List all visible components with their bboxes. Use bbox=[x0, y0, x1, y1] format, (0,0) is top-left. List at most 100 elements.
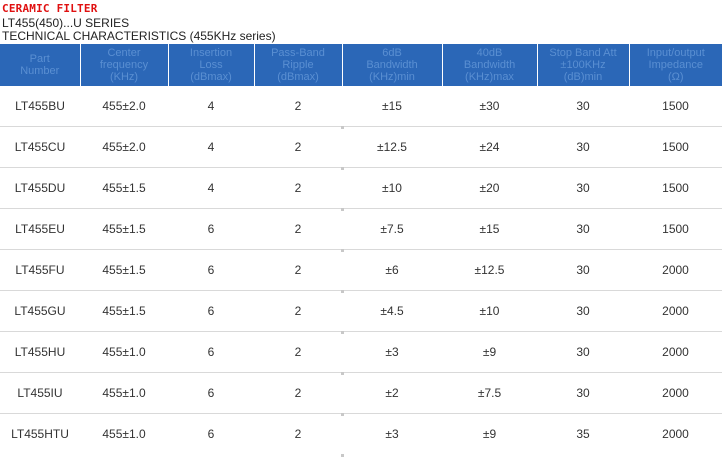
table-cell: 455±1.5 bbox=[80, 208, 168, 250]
table-row: LT455HU 455±1.0 6 2 ±3 ±9 30 2000 bbox=[0, 331, 722, 375]
column-header-line2: Bandwidth bbox=[463, 59, 516, 71]
column-header-line3: (KHz) bbox=[109, 71, 139, 83]
table-cell: 2 bbox=[294, 427, 302, 441]
table-cell: ±30 bbox=[442, 86, 537, 127]
table-cell: ±15 bbox=[442, 208, 537, 250]
column-header-line1: Part bbox=[29, 53, 50, 65]
table-cell: ±15 bbox=[341, 86, 442, 129]
column-header-line1: 6dB bbox=[382, 47, 402, 59]
table-row: LT455BU 455±2.0 4 2 ±15 ±30 30 1500 bbox=[0, 86, 722, 129]
table-cell: 6 bbox=[207, 427, 215, 441]
table-cell: 455±1.5 bbox=[80, 167, 168, 209]
table-cell: 1500 bbox=[629, 86, 722, 127]
table-cell: ±3 bbox=[341, 414, 442, 456]
column-header-line2: Bandwidth bbox=[366, 59, 418, 71]
table-cell: 4 bbox=[168, 167, 254, 209]
table-cell: 2 bbox=[254, 290, 342, 332]
table-cell: ±6 bbox=[341, 249, 442, 293]
table-cell: ±12.5 bbox=[442, 249, 537, 291]
column-header: Pass-Band Ripple (dBmax) bbox=[254, 44, 343, 86]
column-header-line2: ±100KHz bbox=[560, 59, 606, 71]
table-cell: ±4.5 bbox=[341, 290, 442, 334]
part-number-cell: LT455HTU bbox=[11, 427, 69, 441]
column-header: 40dB Bandwidth (KHz)max bbox=[442, 44, 538, 86]
column-header-line3: (dB)min bbox=[563, 71, 603, 83]
table-header: Part Number Center frequency (KHz) Insertion L… bbox=[0, 44, 722, 86]
table-cell: 1500 bbox=[629, 126, 722, 168]
column-header-line2: Loss bbox=[199, 59, 223, 71]
table-cell: ±7.5 bbox=[341, 208, 442, 252]
table-row: LT455EU 455±1.5 6 2 ±7.5 ±15 30 1500 bbox=[0, 208, 722, 252]
table-cell: 2000 bbox=[662, 427, 689, 441]
table-cell: 6 bbox=[168, 331, 254, 373]
table-cell: 2000 bbox=[629, 331, 722, 373]
table-cell: 2 bbox=[254, 249, 342, 291]
column-header-line3: (dBmax) bbox=[277, 71, 319, 83]
part-number-cell: LT455IU bbox=[0, 372, 80, 414]
column-header-line2: Number bbox=[20, 65, 60, 77]
column-header: Stop Band Att ±100KHz (dB)min bbox=[537, 44, 630, 86]
table-cell: 455±1.0 bbox=[80, 372, 168, 414]
table-cell: 30 bbox=[537, 167, 629, 209]
column-header-line1: Pass-Band bbox=[271, 47, 325, 59]
table-cell: 1500 bbox=[629, 167, 722, 209]
table-cell: 2 bbox=[254, 86, 342, 127]
brand-title: CERAMIC FILTER bbox=[2, 2, 98, 15]
table-row: LT455IU 455±1.0 6 2 ±2 ±7.5 30 2000 bbox=[0, 372, 722, 416]
table-cell: ±10 bbox=[341, 167, 442, 211]
table-cell: 6 bbox=[168, 372, 254, 414]
table-cell: 30 bbox=[537, 372, 629, 414]
table-cell: 455±1.5 bbox=[80, 249, 168, 291]
column-header-line2: Impedance bbox=[648, 59, 703, 71]
table-cell: 30 bbox=[537, 126, 629, 168]
part-number-cell: LT455BU bbox=[0, 86, 80, 127]
table-cell: 6 bbox=[168, 290, 254, 332]
column-header-line1: Insertion bbox=[189, 47, 233, 59]
table-cell: 30 bbox=[537, 249, 629, 291]
part-number-cell: LT455CU bbox=[0, 126, 80, 168]
part-number-cell: LT455FU bbox=[0, 249, 80, 291]
column-header-line3: (dBmax) bbox=[190, 71, 232, 83]
table-cell: 30 bbox=[537, 290, 629, 332]
table-cell: 30 bbox=[537, 208, 629, 250]
table-cell: ±10 bbox=[442, 290, 537, 332]
column-header: Part Number bbox=[0, 44, 81, 86]
spec-table: Part Number Center frequency (KHz) Insertion L… bbox=[0, 44, 722, 456]
table-cell: 2 bbox=[254, 372, 342, 414]
table-cell: 2000 bbox=[629, 290, 722, 332]
column-header-line1: Stop Band Att bbox=[549, 47, 617, 59]
table-cell: 455±1.0 bbox=[102, 427, 146, 441]
table-cell: 2 bbox=[254, 167, 342, 209]
table-cell: 2 bbox=[254, 208, 342, 250]
column-header-line2: Ripple bbox=[282, 59, 314, 71]
column-header: Input/output Impedance (Ω) bbox=[629, 44, 722, 86]
table-cell: ±9 bbox=[482, 427, 497, 441]
series-title: LT455(450)...U SERIES bbox=[2, 16, 130, 30]
column-header-line1: 40dB bbox=[476, 47, 503, 59]
table-cell: 2 bbox=[254, 126, 342, 168]
table-cell: ±2 bbox=[341, 372, 442, 416]
column-header-line1: Center bbox=[107, 47, 141, 59]
column-header: 6dB Bandwidth (KHz)min bbox=[342, 44, 443, 86]
column-header: Center frequency (KHz) bbox=[80, 44, 169, 86]
table-cell: 30 bbox=[537, 331, 629, 373]
table-row: LT455CU 455±2.0 4 2 ±12.5 ±24 30 1500 bbox=[0, 126, 722, 170]
part-number-cell: LT455EU bbox=[0, 208, 80, 250]
table-row: LT455FU 455±1.5 6 2 ±6 ±12.5 30 2000 bbox=[0, 249, 722, 293]
table-cell: 6 bbox=[168, 249, 254, 291]
table-cell: 455±2.0 bbox=[80, 86, 168, 127]
table-cell: 30 bbox=[537, 86, 629, 127]
table-cell: 1500 bbox=[629, 208, 722, 250]
table-cell: 2000 bbox=[629, 249, 722, 291]
table-cell: ±12.5 bbox=[341, 126, 442, 170]
table-cell: ±20 bbox=[442, 167, 537, 209]
table-cell: 455±1.0 bbox=[80, 331, 168, 373]
table-cell: 2000 bbox=[629, 372, 722, 414]
table-cell: 2 bbox=[254, 331, 342, 373]
table-row: LT455HTU 455±1.0 6 2 ±3 ±9 35 2000 bbox=[0, 414, 722, 456]
table-body: LT455BU 455±2.0 4 2 ±15 ±30 30 1500 LT455CU 455±2… bbox=[0, 86, 722, 456]
table-cell: ±3 bbox=[341, 331, 442, 375]
table-row: LT455GU 455±1.5 6 2 ±4.5 ±10 30 2000 bbox=[0, 290, 722, 334]
table-cell: 4 bbox=[168, 126, 254, 168]
table-cell: 35 bbox=[576, 427, 590, 441]
